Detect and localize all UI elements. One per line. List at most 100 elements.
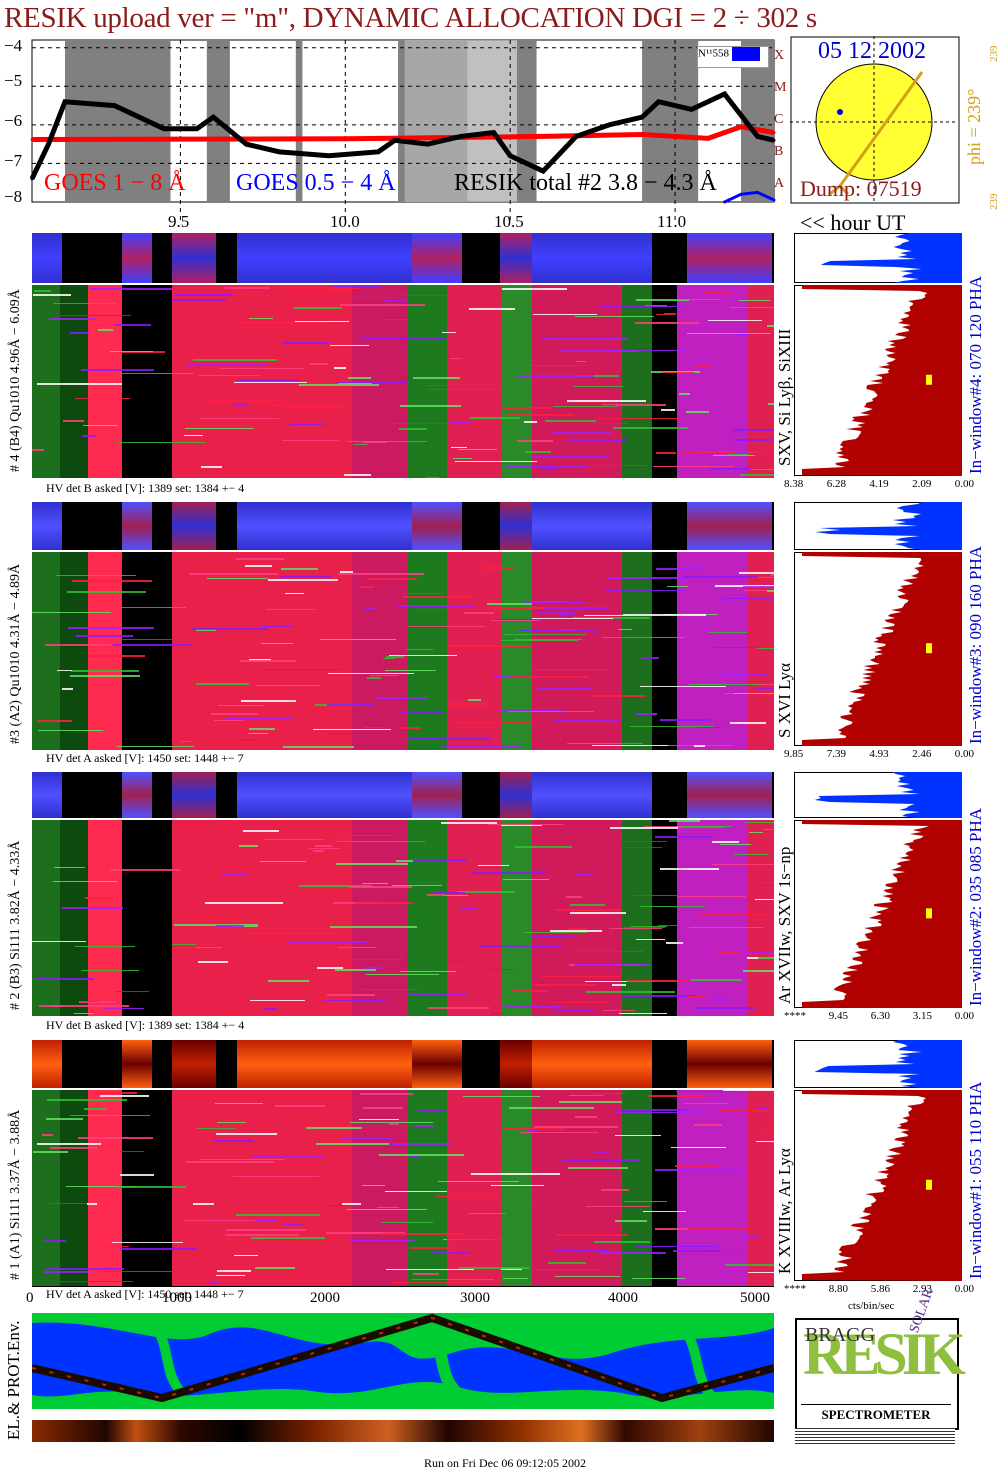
spectrogram-streak: [644, 826, 723, 828]
y-tick-label: −6: [4, 111, 23, 130]
spectrogram-streak: [615, 1135, 661, 1136]
pha-axis-ticks: 9.85 7.39 4.93 2.46 0.00: [784, 748, 974, 760]
spectrogram-streak: [482, 567, 514, 569]
hv-readout: HV det A asked [V]: 1450 set: 1448 +− 7: [46, 751, 244, 765]
spectrogram-streak: [632, 1278, 686, 1279]
spectrogram-streak: [503, 1278, 528, 1279]
spectrogram-streak: [470, 417, 520, 419]
spectrogram-streak: [280, 576, 331, 578]
spectrogram-streak: [118, 442, 206, 443]
spectrogram-streak: [759, 684, 774, 685]
spectrogram-streak: [717, 674, 768, 675]
pha-tick-label: 0.00: [954, 1010, 974, 1022]
spectrogram-streak: [120, 373, 193, 374]
lightcurve-point: [508, 154, 512, 158]
spectrogram-streak: [193, 1203, 214, 1205]
spectrogram-streak: [584, 615, 625, 616]
spectrogram-streak: [207, 400, 282, 402]
spectrogram-streak: [491, 620, 540, 621]
spectrogram-streak: [615, 1220, 647, 1222]
spectrogram-streak: [336, 863, 408, 865]
spectrogram-column: [407, 285, 447, 478]
spectrogram-streak: [284, 1224, 302, 1225]
spectrogram-streak: [589, 1093, 626, 1094]
spectrogram-streak: [234, 404, 247, 405]
hour-axis-label: << hour UT: [800, 210, 906, 235]
spectrogram-streak: [508, 414, 574, 416]
spectrogram-streak: [601, 1189, 629, 1191]
spectrogram-streak: [696, 1007, 756, 1009]
spectrogram-streak: [750, 577, 774, 578]
spectrogram-streak: [66, 1186, 137, 1187]
spectrogram-streak: [471, 1173, 560, 1175]
spectrogram-streak: [687, 1228, 750, 1229]
sample-tick: 4000: [608, 1290, 638, 1306]
spectrogram-streak: [447, 1239, 512, 1240]
sample-tick: 3000: [460, 1290, 490, 1306]
flare-class-c: C: [774, 112, 784, 127]
spectrogram-streak: [115, 324, 151, 326]
spectrogram-streak: [450, 358, 461, 359]
spectrogram-streak: [713, 455, 755, 456]
pha-tick-label: 9.45: [828, 1010, 848, 1022]
spectrogram-streak: [324, 1000, 386, 1001]
spectrogram-streak: [730, 722, 766, 724]
spectrogram-streak: [118, 1186, 186, 1188]
spectrogram-column: [60, 285, 88, 478]
spectrogram-streak: [240, 322, 326, 324]
spectrogram-streak: [675, 1165, 718, 1167]
spectrogram-streak: [57, 670, 72, 671]
spectrogram-streak: [399, 859, 467, 861]
lightcurve-point: [739, 125, 743, 129]
spectrogram-streak: [57, 315, 131, 316]
spectrogram-streak: [491, 1185, 544, 1186]
spectrogram-streak: [186, 1161, 274, 1163]
spectrogram-streak: [767, 325, 774, 327]
spectrogram-streak: [458, 449, 497, 450]
spectrogram-streak: [743, 586, 774, 587]
spectrogram-image: [32, 285, 774, 478]
spectrogram-streak: [327, 288, 360, 289]
spectrogram-streak: [184, 435, 203, 436]
spectrogram-streak: [184, 1220, 255, 1221]
pha-tick-label: 8.38: [784, 478, 804, 490]
lightcurve-point: [723, 200, 727, 204]
spectrogram-streak: [56, 575, 136, 576]
lightcurve-point: [607, 123, 611, 127]
spectrogram-streak: [767, 590, 774, 592]
spectrogram-streak: [34, 290, 51, 292]
spectrogram-streak: [451, 447, 467, 448]
spectrogram-streak: [399, 727, 421, 729]
lightcurve-point: [541, 134, 545, 138]
spectrogram-streak: [609, 928, 662, 929]
spectrogram-streak: [50, 1147, 97, 1149]
spectrogram-streak: [624, 1201, 667, 1202]
spectrogram-streak: [116, 991, 149, 992]
spectrogram-column: [447, 1090, 502, 1286]
spectrogram-streak: [554, 1249, 608, 1251]
spectrogram-streak: [355, 902, 413, 904]
spectrogram-streak: [735, 469, 774, 470]
spectrogram-streak: [383, 658, 395, 659]
spectrogram-column: [677, 1090, 747, 1286]
lightcurve-point: [657, 100, 661, 104]
spectrogram-streak: [189, 573, 278, 575]
y-tick-label: −7: [4, 151, 23, 170]
spectrogram-streak: [427, 894, 446, 896]
spectrogram-streak: [283, 746, 354, 748]
spectrogram-streak: [341, 1138, 394, 1139]
spectrogram-streak: [407, 738, 491, 740]
spectrogram-streak: [402, 295, 455, 296]
spectrogram-streak: [112, 1242, 183, 1243]
spectrogram-streak: [755, 899, 774, 900]
spectrogram-streak: [575, 1116, 597, 1118]
spectrogram-streak: [682, 576, 758, 578]
spectrogram-streak: [233, 926, 258, 927]
spectrogram-streak: [397, 605, 473, 607]
spectrogram-streak: [313, 850, 324, 852]
spectrogram-streak: [641, 657, 659, 659]
spectrogram-streak: [255, 1267, 295, 1269]
pha-tick-label: 0.00: [954, 478, 974, 490]
spectrogram-streak: [682, 451, 745, 453]
pha-window-profile: [794, 502, 962, 550]
